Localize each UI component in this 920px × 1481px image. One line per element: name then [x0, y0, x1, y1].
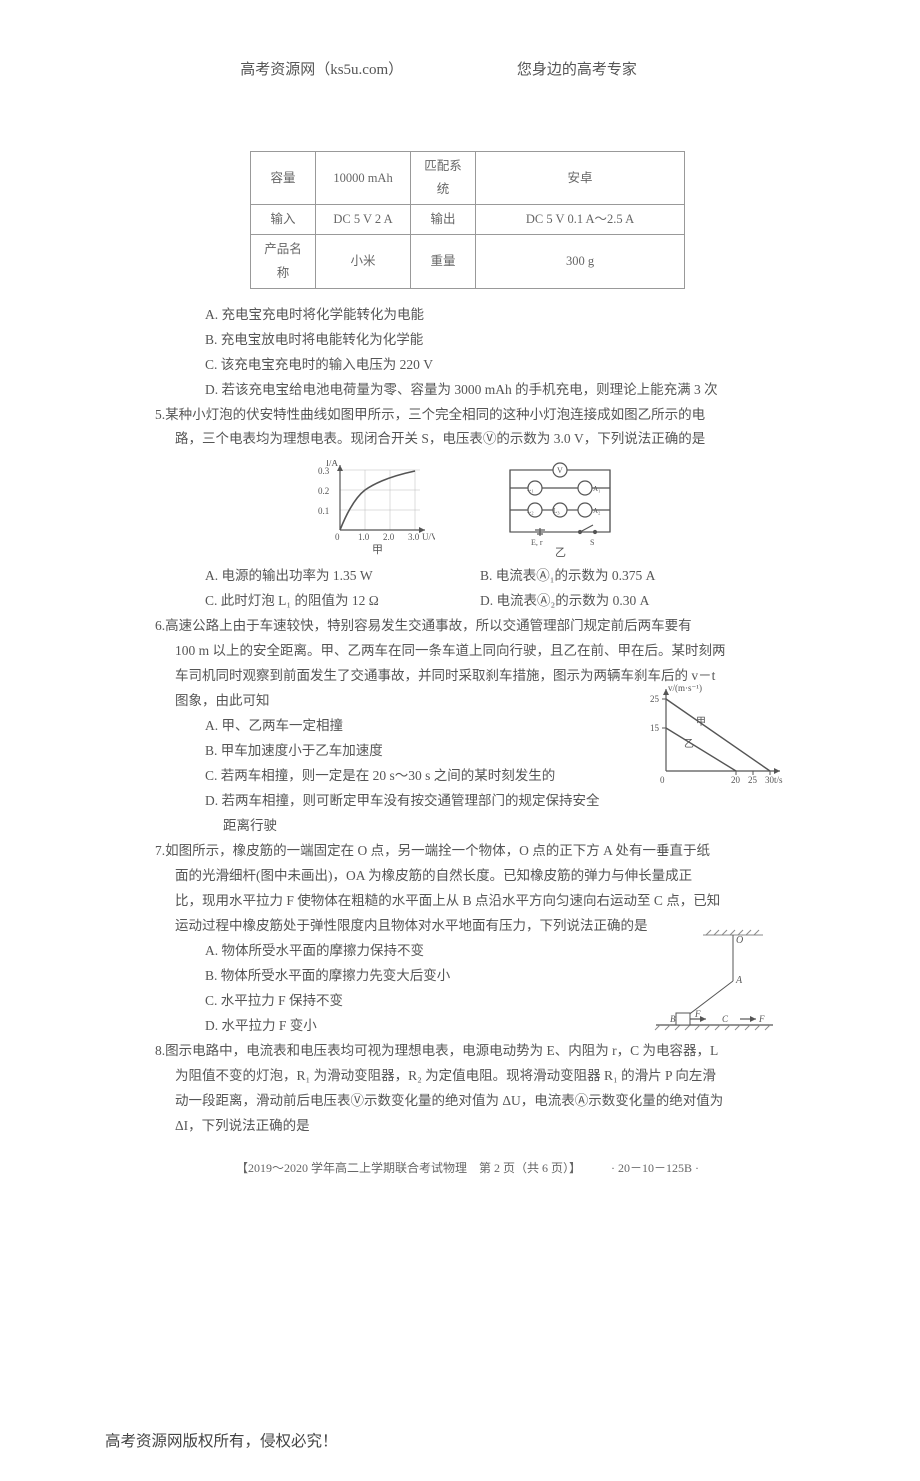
q7-options-block: A. 物体所受水平面的摩擦力保持不变 B. 物体所受水平面的摩擦力先变大后变小 …: [155, 939, 780, 1039]
q8-stem: 8.图示电路中，电流表和电压表均可视为理想电表，电源电动势为 E、内阻为 r，C…: [155, 1039, 780, 1064]
svg-text:L₁: L₁: [527, 485, 534, 493]
svg-text:25: 25: [650, 694, 660, 704]
spec-table: 容量 10000 mAh 匹配系统 安卓 输入 DC 5 V 2 A 输出 DC…: [250, 151, 685, 289]
svg-text:S: S: [590, 538, 594, 547]
q5-option-a: A. 电源的输出功率为 1.35 W: [205, 564, 480, 589]
svg-text:A₂: A₂: [593, 507, 601, 515]
table-row: 输入 DC 5 V 2 A 输出 DC 5 V 0.1 A～2.5 A: [251, 205, 685, 235]
cell: 300 g: [476, 235, 685, 288]
q5-option-b: B. 电流表Ⓐ₁的示数为 0.375 A: [480, 564, 655, 589]
cell: 10000 mAh: [316, 152, 411, 205]
copyright-notice: 高考资源网版权所有，侵权必究！: [0, 1199, 920, 1481]
svg-text:15: 15: [650, 723, 660, 733]
svg-text:乙: 乙: [684, 738, 694, 750]
cell: 安卓: [476, 152, 685, 205]
table-row: 容量 10000 mAh 匹配系统 安卓: [251, 152, 685, 205]
svg-text:0.1: 0.1: [318, 506, 329, 516]
q6-option-d: D. 若两车相撞，则可断定甲车没有按交通管理部门的规定保持安全: [155, 789, 780, 814]
cell: DC 5 V 2 A: [316, 205, 411, 235]
svg-text:O: O: [736, 935, 743, 946]
svg-text:V: V: [557, 466, 563, 475]
q6-stem4-row: 图象，由此可知 25 15 20 25 30 0 t/s v/(m·s⁻¹) 甲…: [155, 689, 780, 714]
q6-option-d2: 距离行驶: [155, 814, 780, 839]
pulley-figure: O A B F C F: [648, 929, 778, 1041]
q4-option-b: B. 充电宝放电时将电能转化为化学能: [155, 328, 780, 353]
svg-text:E, r: E, r: [531, 538, 543, 547]
cell: DC 5 V 0.1 A～2.5 A: [476, 205, 685, 235]
svg-text:t/s: t/s: [774, 775, 783, 785]
q5-num: 5.: [155, 407, 165, 422]
svg-text:0: 0: [335, 532, 340, 542]
svg-text:L₃: L₃: [553, 507, 560, 515]
svg-text:0.2: 0.2: [318, 486, 329, 496]
svg-text:20: 20: [731, 775, 741, 785]
svg-text:U/V: U/V: [422, 532, 435, 542]
cell: 输入: [251, 205, 316, 235]
cell: 匹配系统: [411, 152, 476, 205]
svg-text:A₁: A₁: [593, 485, 601, 493]
svg-text:甲: 甲: [372, 544, 383, 556]
svg-text:v/(m·s⁻¹): v/(m·s⁻¹): [668, 683, 702, 693]
page-content: 容量 10000 mAh 匹配系统 安卓 输入 DC 5 V 2 A 输出 DC…: [0, 91, 920, 1199]
svg-text:F: F: [758, 1014, 765, 1024]
vt-graph: 25 15 20 25 30 0 t/s v/(m·s⁻¹) 甲 乙: [648, 683, 788, 791]
svg-text:0: 0: [660, 775, 665, 785]
page-footer: 【2019～2020 学年高二上学期联合考试物理 第 2 页（共 6 页）】 ·…: [155, 1157, 780, 1179]
q5-stem2: 路，三个电表均为理想电表。现闭合开关 S，电压表Ⓥ的示数为 3.0 V，下列说法…: [155, 427, 780, 452]
page-header: 高考资源网（ks5u.com） 您身边的高考专家: [0, 0, 920, 91]
svg-text:3.0: 3.0: [408, 532, 420, 542]
q5-options-row2: C. 此时灯泡 L₁ 的阻值为 12 Ω D. 电流表Ⓐ₂的示数为 0.30 A: [155, 589, 780, 614]
svg-text:B: B: [670, 1014, 676, 1024]
svg-text:乙: 乙: [555, 546, 566, 558]
svg-text:I/A: I/A: [326, 460, 338, 468]
q5-option-c: C. 此时灯泡 L₁ 的阻值为 12 Ω: [205, 589, 480, 614]
q5-stem: 5.某种小灯泡的伏安特性曲线如图甲所示，三个完全相同的这种小灯泡连接成如图乙所示…: [155, 403, 780, 428]
header-right: 您身边的高考专家: [517, 58, 797, 79]
cell: 输出: [411, 205, 476, 235]
svg-text:2.0: 2.0: [383, 532, 395, 542]
cell: 产品名称: [251, 235, 316, 288]
q4-option-c: C. 该充电宝充电时的输入电压为 220 V: [155, 353, 780, 378]
iv-curve-graph: 0.3 0.2 0.1 0 1.0 2.0 3.0 U/V I/A 甲: [310, 460, 435, 558]
svg-text:1.0: 1.0: [358, 532, 370, 542]
cell: 小米: [316, 235, 411, 288]
svg-text:甲: 甲: [696, 717, 706, 728]
q4-option-d: D. 若该充电宝给电池电荷量为零、容量为 3000 mAh 的手机充电，则理论上…: [155, 378, 780, 403]
svg-text:25: 25: [748, 775, 758, 785]
svg-text:C: C: [722, 1014, 729, 1024]
q7-stem: 7.如图所示，橡皮筋的一端固定在 O 点，另一端拴一个物体，O 点的正下方 A …: [155, 839, 780, 864]
svg-text:A: A: [735, 975, 743, 986]
svg-text:L₂: L₂: [527, 507, 534, 515]
svg-text:F: F: [694, 1009, 701, 1019]
cell: 容量: [251, 152, 316, 205]
q5-option-d: D. 电流表Ⓐ₂的示数为 0.30 A: [480, 589, 649, 614]
table-row: 产品名称 小米 重量 300 g: [251, 235, 685, 288]
q5-figures: 0.3 0.2 0.1 0 1.0 2.0 3.0 U/V I/A 甲: [155, 460, 780, 558]
q5-options-row1: A. 电源的输出功率为 1.35 W B. 电流表Ⓐ₁的示数为 0.375 A: [155, 564, 780, 589]
q4-option-a: A. 充电宝充电时将化学能转化为电能: [155, 303, 780, 328]
circuit-diagram: V A₁ A₂ L₁ L₂ L₃ E, r S 乙: [495, 460, 625, 558]
header-left: 高考资源网（ks5u.com）: [123, 58, 403, 79]
q6-stem: 6.高速公路上由于车速较快，特别容易发生交通事故，所以交通管理部门规定前后两车要…: [155, 614, 780, 639]
cell: 重量: [411, 235, 476, 288]
